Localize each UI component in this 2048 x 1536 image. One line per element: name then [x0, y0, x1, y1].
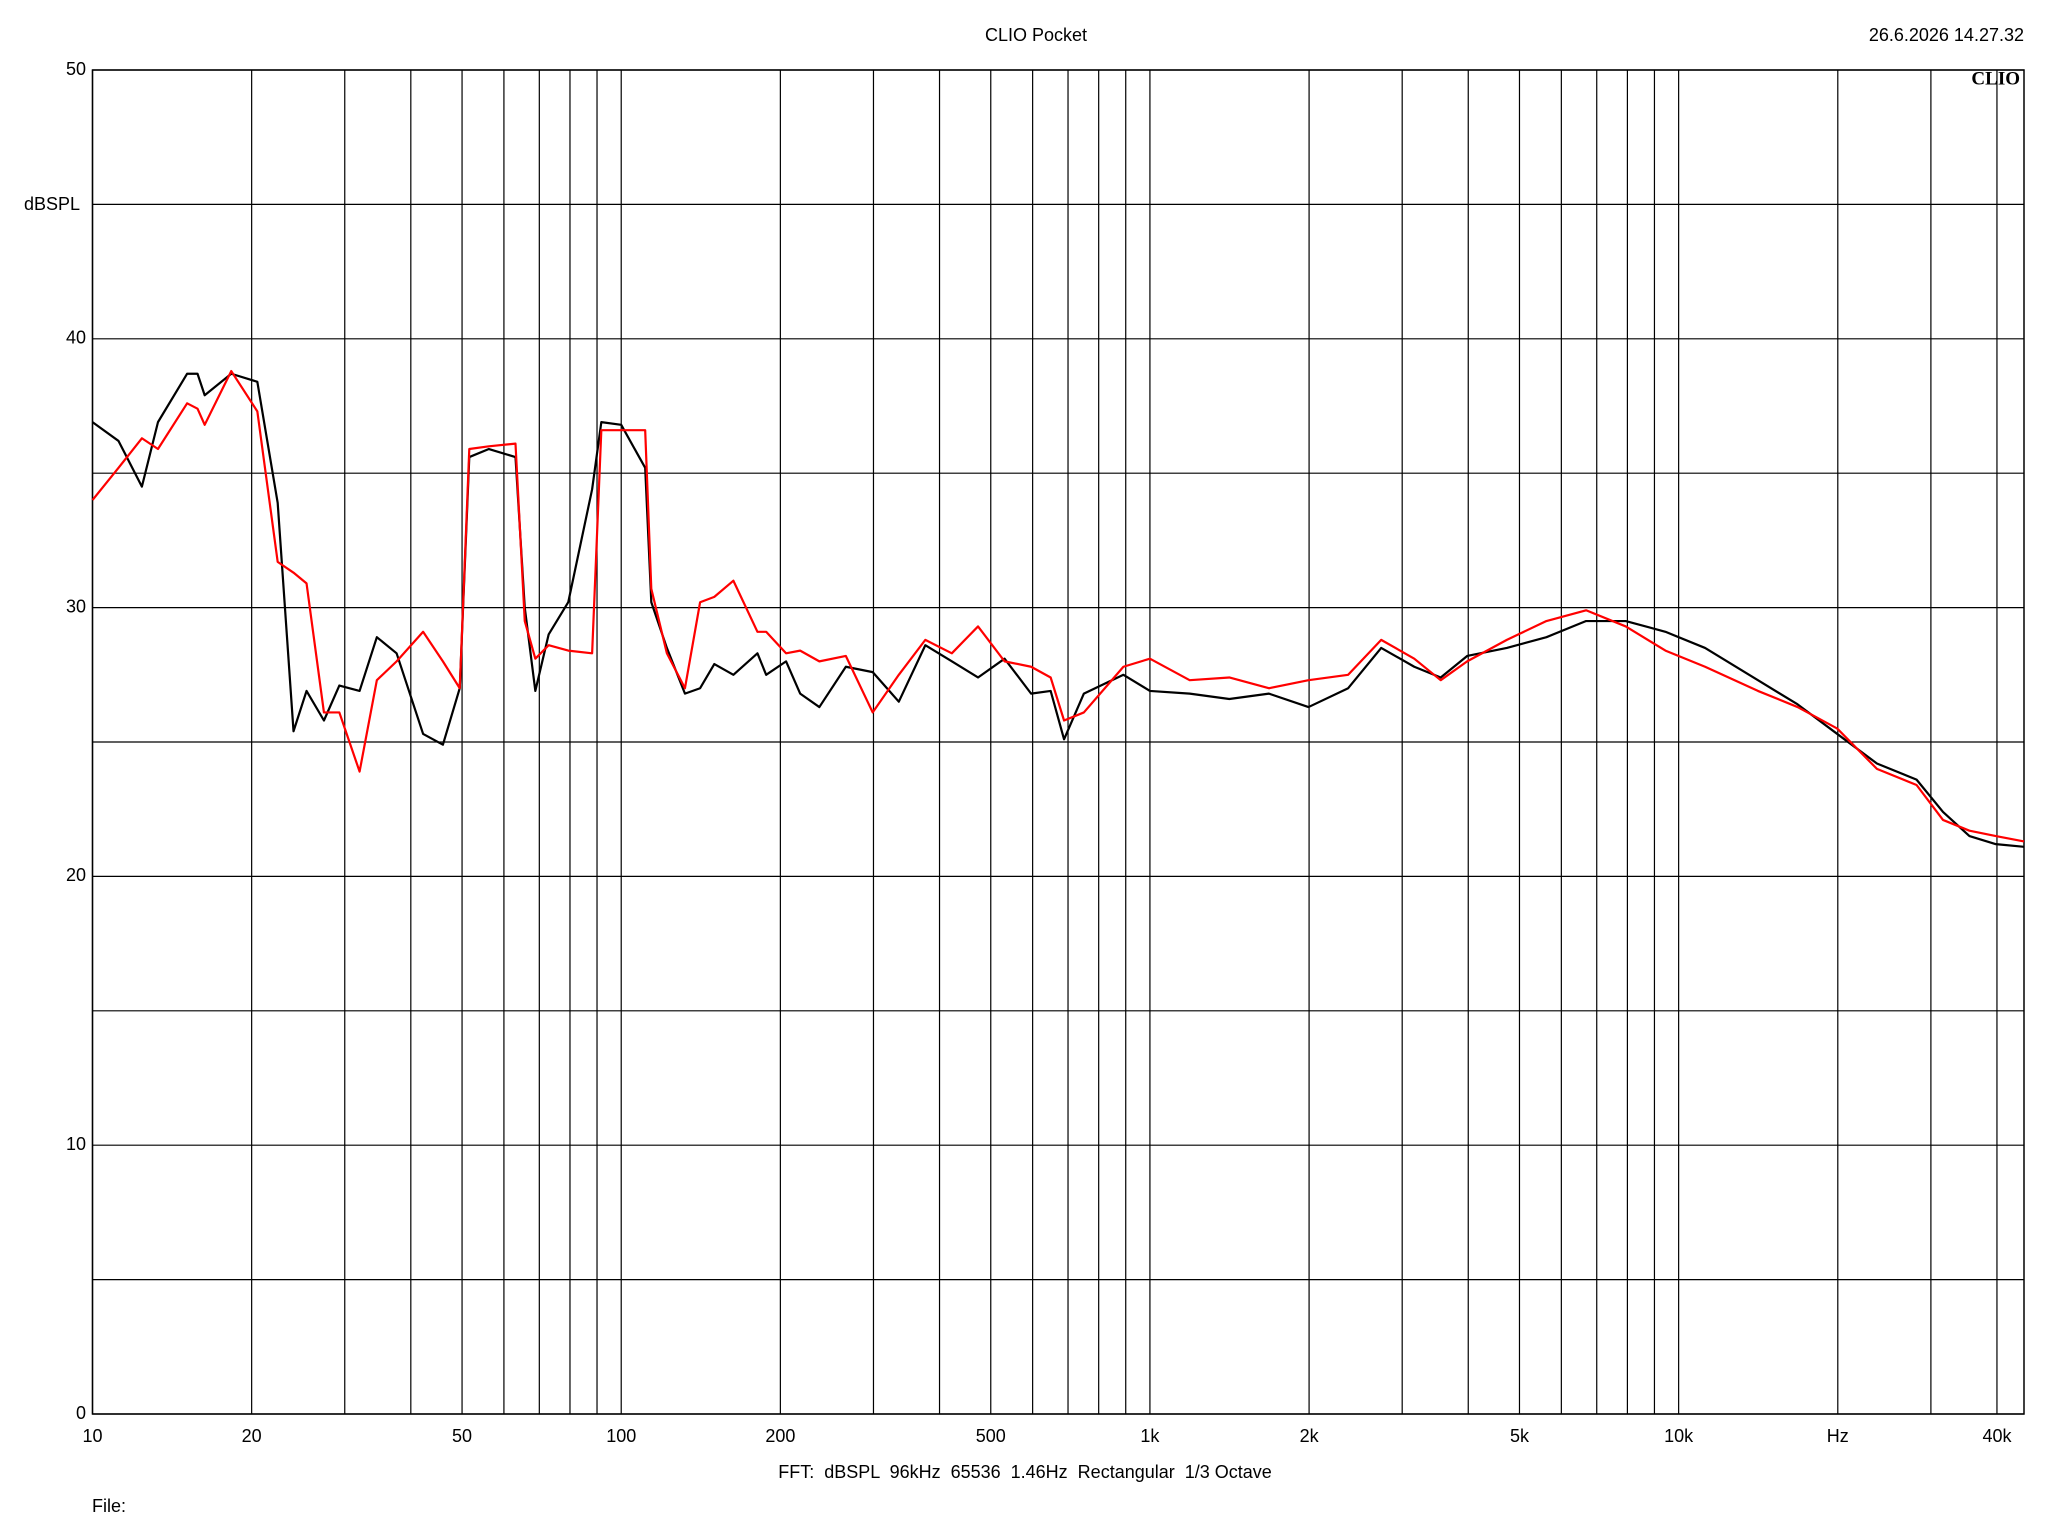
- x-tick-label: 50: [452, 1426, 472, 1446]
- y-tick-label: 20: [66, 865, 86, 885]
- date: 26.6.2026 14.27.32: [1869, 25, 2024, 45]
- x-tick-label: Hz: [1827, 1426, 1849, 1446]
- x-tick-label: 40k: [1982, 1426, 2012, 1446]
- logo: CLIO: [1971, 68, 2020, 89]
- y-tick-label: 10: [66, 1134, 86, 1154]
- x-tick-label: 20: [242, 1426, 262, 1446]
- y-tick-label: 0: [76, 1403, 86, 1423]
- x-tick-label: 2k: [1300, 1426, 1320, 1446]
- x-tick-label: 1k: [1140, 1426, 1160, 1446]
- chart-title: CLIO Pocket: [985, 25, 1087, 45]
- y-tick-label: 30: [66, 596, 86, 616]
- x-tick-label: 5k: [1510, 1426, 1530, 1446]
- x-tick-label: 10k: [1664, 1426, 1694, 1446]
- series-line: [91, 372, 2025, 848]
- x-tick-label: 200: [765, 1426, 795, 1446]
- y-tick-label: 40: [66, 328, 86, 348]
- y-axis-label: dBSPL: [24, 194, 80, 214]
- footer: FFT: dBSPL 96kHz 65536 1.46Hz Rectangula…: [778, 1462, 1272, 1482]
- x-tick-label: 100: [606, 1426, 636, 1446]
- y-tick-label: 50: [66, 59, 86, 79]
- file-label: File:: [92, 1496, 126, 1516]
- x-tick-label: 10: [82, 1426, 102, 1446]
- x-tick-label: 500: [976, 1426, 1006, 1446]
- series-line: [91, 369, 2025, 843]
